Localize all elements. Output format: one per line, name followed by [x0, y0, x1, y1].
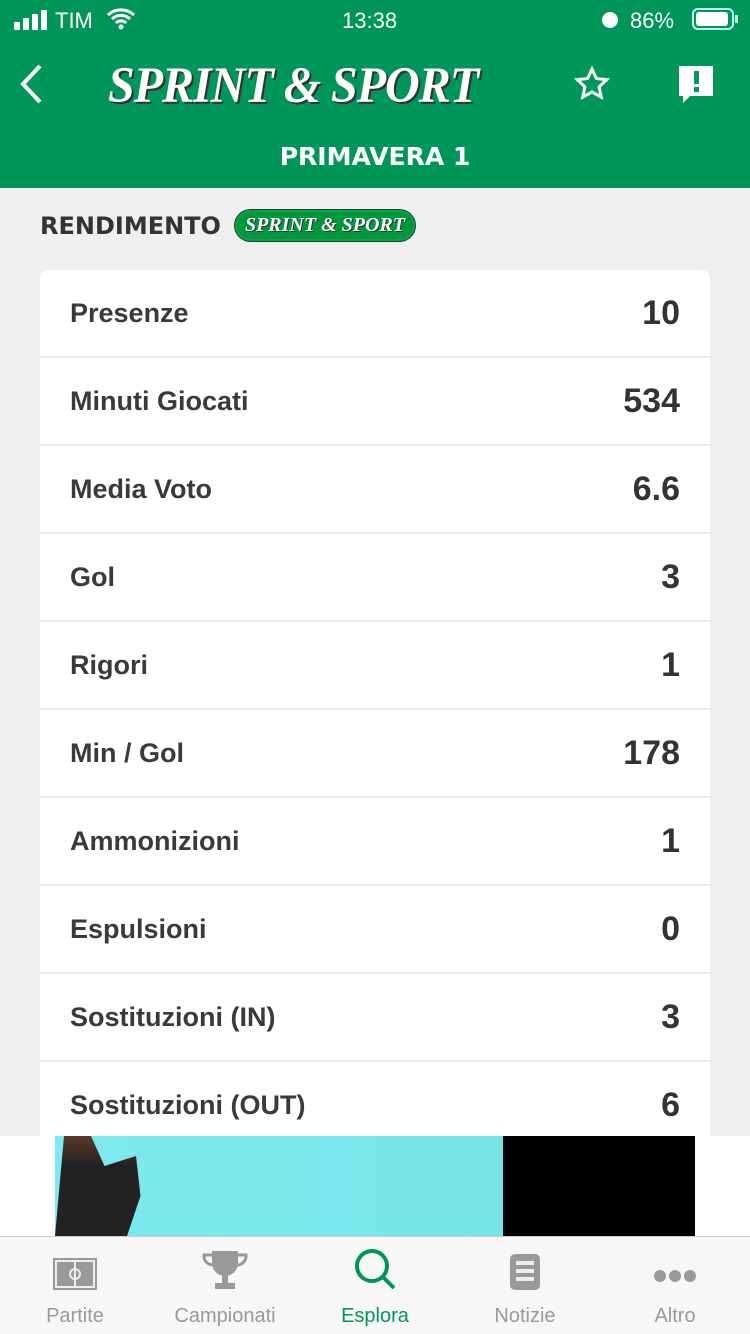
more-icon: [600, 1237, 750, 1291]
stat-label: Gol: [70, 561, 115, 592]
stat-row: Sostituzioni (IN) 3: [40, 974, 710, 1062]
carrier: TIM: [55, 8, 93, 33]
ad-banner[interactable]: [0, 1136, 750, 1236]
battery-percent: 86%: [630, 8, 675, 33]
stat-row: Minuti Giocati 534: [40, 358, 710, 446]
stat-value: 6: [661, 1085, 680, 1124]
battery-icon: [692, 8, 738, 36]
stat-label: Media Voto: [70, 473, 213, 504]
stat-value: 3: [661, 557, 680, 596]
tab-campionati[interactable]: Campionati: [150, 1237, 300, 1334]
stat-row: Sostituzioni (OUT) 6: [40, 1062, 710, 1136]
wifi-icon: [106, 6, 136, 36]
search-icon: [300, 1237, 450, 1291]
report-icon[interactable]: [676, 64, 716, 108]
ad-image[interactable]: [55, 1136, 695, 1236]
stat-value: 1: [661, 645, 680, 684]
tab-altro[interactable]: Altro: [600, 1237, 750, 1334]
stat-label: Minuti Giocati: [70, 385, 249, 416]
tab-label: Partite: [46, 1305, 104, 1327]
section-title: RENDIMENTO: [40, 211, 221, 240]
stats-card: Presenze 10 Minuti Giocati 534 Media Voto 6…: [40, 270, 710, 1136]
stat-value: 10: [642, 293, 680, 332]
stat-row: Media Voto 6.6: [40, 446, 710, 534]
stat-label: Ammonizioni: [70, 825, 240, 856]
status-bar: TIM 13:38 86%: [0, 6, 750, 36]
stat-label: Rigori: [70, 649, 148, 680]
stat-value: 1: [661, 821, 680, 860]
stat-row: Min / Gol 178: [40, 710, 710, 798]
stat-row: Gol 3: [40, 534, 710, 622]
trophy-icon: [150, 1237, 300, 1291]
favorite-star-icon[interactable]: [573, 65, 611, 106]
stat-label: Sostituzioni (IN): [70, 1001, 276, 1032]
stat-label: Sostituzioni (OUT): [70, 1089, 306, 1120]
stat-value: 6.6: [632, 469, 680, 508]
stat-label: Espulsioni: [70, 913, 207, 944]
stat-value: 0: [661, 909, 680, 948]
clock: 13:38: [342, 8, 398, 33]
page-title: PRIMAVERA 1: [279, 142, 471, 171]
alarm-icon: [600, 8, 620, 36]
ad-figure: [55, 1136, 141, 1236]
tab-label: Altro: [654, 1305, 696, 1327]
tab-bar: Partite Campionati Esplora Notizie Altro: [0, 1236, 750, 1334]
signal-icon: [14, 10, 48, 36]
tab-esplora[interactable]: Esplora: [300, 1237, 450, 1334]
stat-label: Min / Gol: [70, 737, 184, 768]
tab-notizie[interactable]: Notizie: [450, 1237, 600, 1334]
stat-value: 178: [623, 733, 680, 772]
stat-row: Ammonizioni 1: [40, 798, 710, 886]
stat-value: 534: [623, 381, 680, 420]
stat-label: Presenze: [70, 297, 189, 328]
logo: SPRINT & SPORT: [108, 57, 479, 114]
tab-partite[interactable]: Partite: [0, 1237, 150, 1334]
stat-row: Rigori 1: [40, 622, 710, 710]
stat-value: 3: [661, 997, 680, 1036]
stat-row: Presenze 10: [40, 270, 710, 358]
field-icon: [0, 1237, 150, 1291]
tab-label: Notizie: [494, 1305, 556, 1327]
sprint-sport-badge: SPRINT & SPORT: [234, 210, 415, 241]
tab-label: Campionati: [174, 1305, 276, 1327]
tab-label: Esplora: [341, 1305, 409, 1327]
header: TIM 13:38 86% SPRINT & SPORT PRIMAVERA 1: [0, 0, 750, 188]
section-header: RENDIMENTO SPRINT & SPORT: [40, 210, 415, 241]
stat-row: Espulsioni 0: [40, 886, 710, 974]
back-button[interactable]: [18, 64, 44, 108]
news-icon: [450, 1237, 600, 1291]
